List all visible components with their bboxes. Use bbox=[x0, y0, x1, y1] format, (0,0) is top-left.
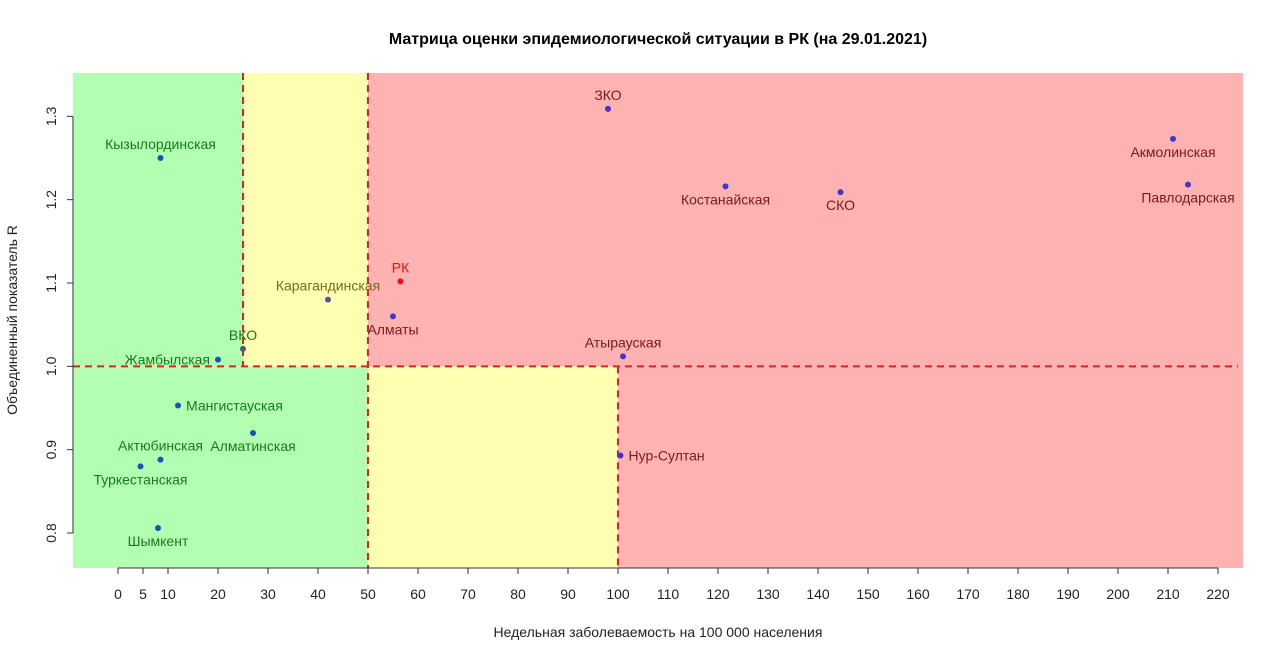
data-point bbox=[215, 356, 221, 363]
chart-title: Матрица оценки эпидемиологической ситуац… bbox=[389, 31, 927, 48]
zone-yellow-3 bbox=[368, 366, 618, 568]
x-tick-label: 40 bbox=[310, 586, 326, 602]
point-label: Мангистауская bbox=[186, 398, 283, 414]
x-tick-label: 60 bbox=[410, 586, 426, 602]
data-point bbox=[157, 456, 164, 463]
y-tick-label: 1.1 bbox=[43, 273, 59, 293]
x-tick-label: 80 bbox=[510, 586, 526, 602]
zone-backgrounds bbox=[73, 73, 1243, 568]
x-tick-label: 20 bbox=[210, 586, 226, 602]
y-tick-label: 1.2 bbox=[43, 190, 59, 210]
point-label: ЗКО bbox=[594, 87, 621, 103]
point-label: ВКО bbox=[229, 327, 257, 343]
point-label: Алматинская bbox=[210, 438, 295, 454]
zone-red-4 bbox=[368, 73, 1243, 367]
x-tick-label: 10 bbox=[160, 586, 176, 602]
y-tick-label: 0.9 bbox=[43, 440, 59, 460]
data-point bbox=[397, 278, 404, 285]
x-tick-label: 220 bbox=[1206, 586, 1230, 602]
data-point bbox=[620, 353, 626, 360]
x-tick-label: 30 bbox=[260, 586, 276, 602]
data-point bbox=[605, 105, 611, 112]
zone-green-1 bbox=[73, 366, 368, 568]
x-tick-label: 70 bbox=[460, 586, 476, 602]
zone-yellow-2 bbox=[243, 73, 368, 367]
data-point bbox=[722, 183, 729, 190]
point-label: Нур-Султан bbox=[629, 448, 705, 464]
point-label: Жамбылская bbox=[125, 352, 210, 368]
x-tick-label: 100 bbox=[606, 586, 630, 602]
x-tick-label: 5 bbox=[139, 586, 147, 602]
point-label: Карагандинская bbox=[276, 278, 380, 294]
data-point bbox=[1170, 135, 1176, 142]
x-tick-label: 180 bbox=[1006, 586, 1030, 602]
x-tick-label: 110 bbox=[657, 586, 680, 602]
data-point bbox=[175, 402, 181, 409]
x-tick-label: 50 bbox=[360, 586, 376, 602]
x-tick-label: 190 bbox=[1056, 586, 1080, 602]
threshold-lines bbox=[73, 73, 1238, 568]
point-labels: Кызылординская Жамбылская ВКО Карагандинска… bbox=[93, 87, 1234, 549]
data-point bbox=[390, 313, 396, 320]
point-label: Актюбинская bbox=[118, 438, 203, 454]
y-axis-label: Объединенный показатель R bbox=[4, 225, 20, 415]
point-label: СКО bbox=[826, 197, 855, 213]
y-tick-label: 1.3 bbox=[43, 106, 59, 126]
y-tick-label: 0.8 bbox=[43, 523, 59, 543]
x-tick-label: 170 bbox=[956, 586, 980, 602]
x-tick-label: 120 bbox=[706, 586, 730, 602]
point-label: Павлодарская bbox=[1141, 190, 1234, 206]
y-tick-label: 1.0 bbox=[43, 356, 59, 376]
data-point bbox=[617, 452, 624, 459]
zone-green-0 bbox=[73, 73, 243, 367]
data-point bbox=[240, 345, 246, 352]
data-point bbox=[155, 525, 161, 531]
data-point bbox=[137, 463, 144, 470]
data-points bbox=[137, 105, 1191, 531]
data-point bbox=[250, 430, 256, 436]
point-label: Алматы bbox=[367, 321, 418, 337]
point-label: Атырауская bbox=[585, 334, 662, 350]
x-tick-label: 210 bbox=[1156, 586, 1180, 602]
point-label: Кызылординская bbox=[105, 136, 216, 152]
x-tick-label: 140 bbox=[806, 586, 830, 602]
x-tick-label: 160 bbox=[906, 586, 930, 602]
data-point bbox=[157, 155, 164, 161]
x-tick-label: 0 bbox=[114, 586, 122, 602]
axes: 0.8 0.9 1.0 1.1 1.2 1.3 0 5 10 20 30 40 50 60 70 80 90 10… bbox=[43, 106, 1230, 602]
point-label: Шымкент bbox=[128, 533, 189, 549]
point-label: Акмолинская bbox=[1130, 144, 1215, 160]
zone-red-5 bbox=[618, 366, 1243, 568]
data-point bbox=[1185, 181, 1191, 188]
point-label: РК bbox=[392, 259, 410, 275]
data-point bbox=[837, 189, 844, 196]
x-axis-label: Недельная заболеваемость на 100 000 насе… bbox=[494, 624, 823, 640]
x-tick-label: 90 bbox=[560, 586, 576, 602]
x-tick-label: 130 bbox=[756, 586, 780, 602]
point-label: Туркестанская bbox=[93, 471, 187, 487]
data-point bbox=[325, 296, 331, 303]
x-tick-label: 150 bbox=[856, 586, 880, 602]
x-tick-label: 200 bbox=[1106, 586, 1130, 602]
point-label: Костанайская bbox=[681, 191, 770, 207]
